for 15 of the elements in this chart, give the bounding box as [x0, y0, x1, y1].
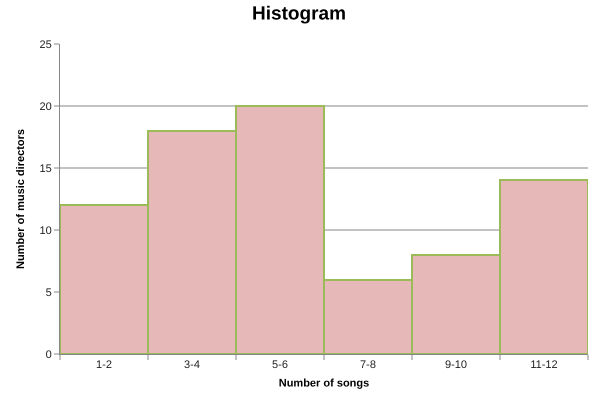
y-tick-label: 0 — [46, 348, 52, 361]
x-axis-title: Number of songs — [278, 377, 370, 390]
y-tick-label: 15 — [40, 162, 52, 175]
x-tick-label: 11-12 — [530, 359, 558, 372]
x-tick-label: 1-2 — [96, 359, 112, 372]
x-tick-label: 3-4 — [184, 359, 200, 372]
y-tick-label: 25 — [40, 38, 52, 51]
x-tick-label: 7-8 — [360, 359, 376, 372]
y-tick-label: 10 — [40, 224, 52, 237]
chart-title: Histogram — [252, 3, 346, 24]
y-tick-label: 20 — [40, 100, 52, 113]
y-tick-label: 5 — [46, 286, 52, 299]
x-tick-label: 5-6 — [272, 359, 288, 372]
x-tick-label: 9-10 — [444, 359, 468, 372]
y-axis-title: Number of music directors — [15, 129, 28, 269]
